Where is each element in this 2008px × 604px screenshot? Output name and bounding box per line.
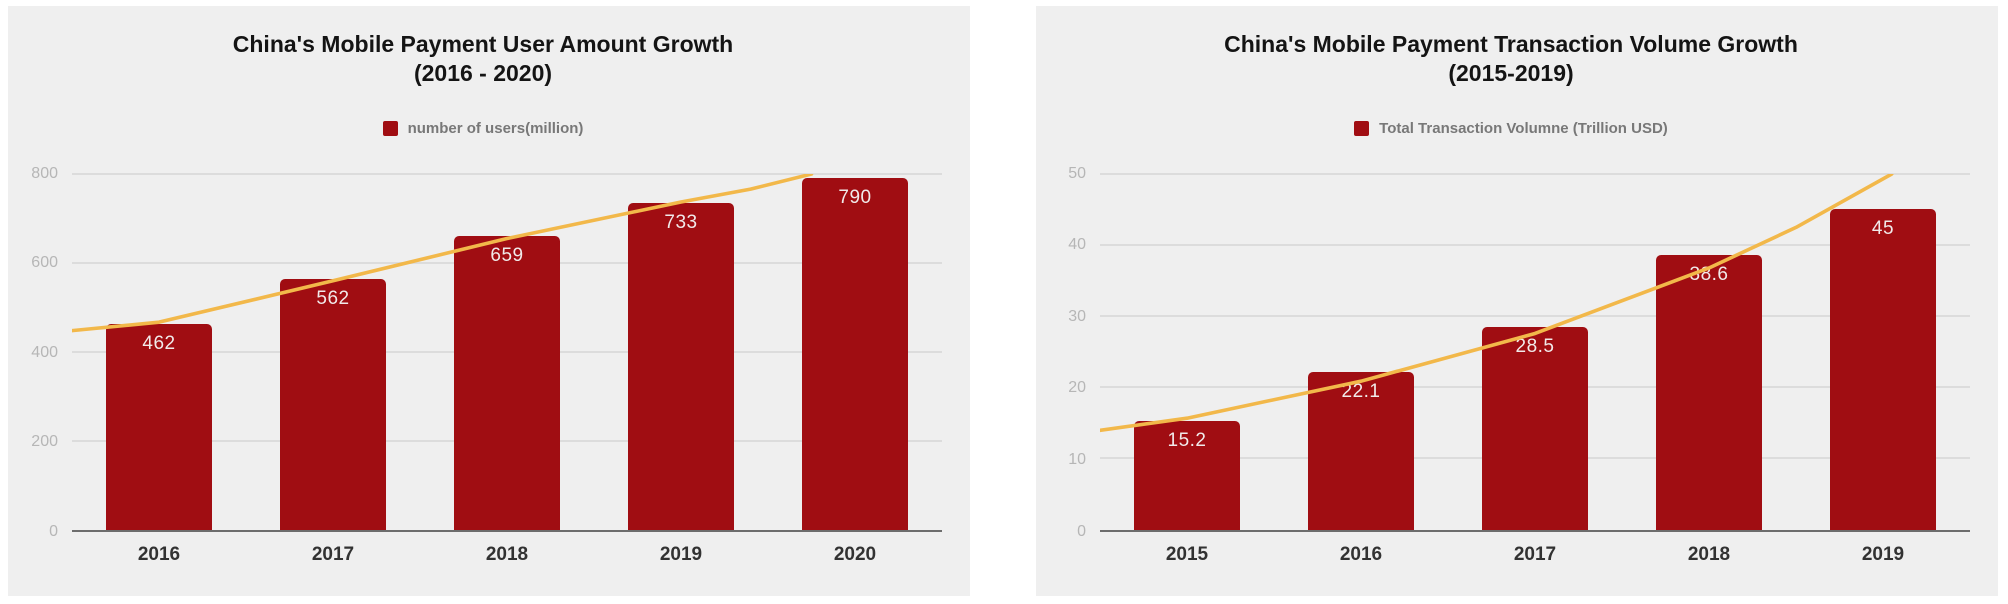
y-axis-tick-label: 600 [31,254,58,271]
bar: 562 [279,279,387,530]
y-axis: 800 600 400 200 0 [24,165,64,540]
bar-value-label: 562 [316,288,350,310]
x-axis: 2016 2017 2018 2019 2020 [72,544,942,566]
bar-slot: 22.1 [1274,174,1448,530]
trendline [1100,174,1970,530]
x-axis-tick-label: 2018 [1687,543,1731,565]
legend-label: Total Transaction Volumne (Trillion USD) [1379,120,1668,137]
x-axis-tick-label: 2015 [1165,543,1209,565]
chart-title: China's Mobile Payment Transaction Volum… [1052,30,1970,88]
y-axis-tick-label: 200 [31,433,58,450]
y-axis-tick-label: 10 [1068,450,1086,468]
y-axis-tick-label: 20 [1068,379,1086,397]
y-axis-tick-label: 800 [31,164,58,182]
bar-slot: 28.5 [1448,174,1622,530]
gridline [1100,243,1970,246]
bar-slot: 790 [768,174,942,530]
trendline-path [1100,174,1892,430]
x-axis-tick-label: 2020 [833,543,877,565]
grid-area: 15.2 22.1 28.5 38.6 45 [1100,172,1970,532]
grid-area: 462 562 659 733 790 [72,172,942,532]
x-axis-tick-label: 2017 [1513,543,1557,565]
y-axis-tick-label: 50 [1068,164,1086,182]
bar-value-label: 733 [664,212,698,234]
x-axis: 2015 2016 2017 2018 2019 [1100,544,1970,566]
bar-value-label: 462 [142,332,176,354]
bar: 659 [453,236,561,530]
plot-area: 800 600 400 200 0 462 562 659 733 790 [24,165,942,540]
gridline [1100,314,1970,317]
bar: 22.1 [1307,372,1415,530]
bar-value-label: 22.1 [1341,381,1381,403]
bar-slot: 45 [1796,174,1970,530]
chart-title-line1: China's Mobile Payment User Amount Growt… [232,31,734,57]
bar-slot: 733 [594,174,768,530]
bar: 15.2 [1133,421,1241,530]
bar: 28.5 [1481,326,1589,530]
bar: 733 [627,203,735,530]
y-axis: 50 40 30 20 10 0 [1052,165,1092,540]
legend: number of users(million) [24,116,942,142]
bar-slot: 462 [72,174,246,530]
gridline [1100,172,1970,175]
bar: 462 [105,323,213,530]
y-axis-tick-label: 0 [49,522,58,540]
bar-slot: 15.2 [1100,174,1274,530]
y-axis-tick-label: 30 [1068,307,1086,325]
bar: 790 [801,177,909,530]
chart-title-line2: (2015-2019) [1448,59,1574,86]
gridline [72,172,942,175]
y-axis-tick-label: 400 [31,343,58,361]
legend-swatch [1354,121,1370,136]
y-axis-tick-label: 40 [1068,236,1086,254]
chart-title-line2: (2016 - 2020) [413,59,553,86]
bar-series: 462 562 659 733 790 [72,174,942,530]
x-axis-tick-label: 2017 [311,543,355,565]
chart-title-line1: China's Mobile Payment Transaction Volum… [1224,31,1798,57]
legend-label: number of users(million) [407,120,584,137]
x-axis-tick-label: 2016 [137,543,181,565]
x-axis-tick-label: 2016 [1339,543,1383,565]
trendline-path [72,174,812,331]
legend-swatch [382,121,398,136]
bar-value-label: 790 [838,186,872,208]
chart-panel-left: China's Mobile Payment User Amount Growt… [8,6,970,596]
x-axis-tick-label: 2019 [1861,543,1905,565]
bar-value-label: 28.5 [1515,335,1555,357]
chart-panel-right: China's Mobile Payment Transaction Volum… [1036,6,1998,596]
bar-value-label: 45 [1871,218,1895,240]
bar-slot: 562 [246,174,420,530]
x-axis-tick-label: 2019 [659,543,703,565]
x-axis-tick-label: 2018 [485,543,529,565]
bar-value-label: 38.6 [1689,263,1729,285]
plot-area: 50 40 30 20 10 0 15.2 22.1 28.5 38.6 45 [1052,165,1970,540]
bar-slot: 38.6 [1622,174,1796,530]
y-axis-tick-label: 0 [1077,522,1086,540]
bar-series: 15.2 22.1 28.5 38.6 45 [1100,174,1970,530]
bar: 45 [1829,209,1937,530]
bar-value-label: 659 [490,245,524,267]
bar-value-label: 15.2 [1167,430,1207,452]
chart-title: China's Mobile Payment User Amount Growt… [24,30,942,88]
bar: 38.6 [1655,254,1763,530]
legend: Total Transaction Volumne (Trillion USD) [1052,116,1970,142]
bar-slot: 659 [420,174,594,530]
trendline [72,174,942,530]
